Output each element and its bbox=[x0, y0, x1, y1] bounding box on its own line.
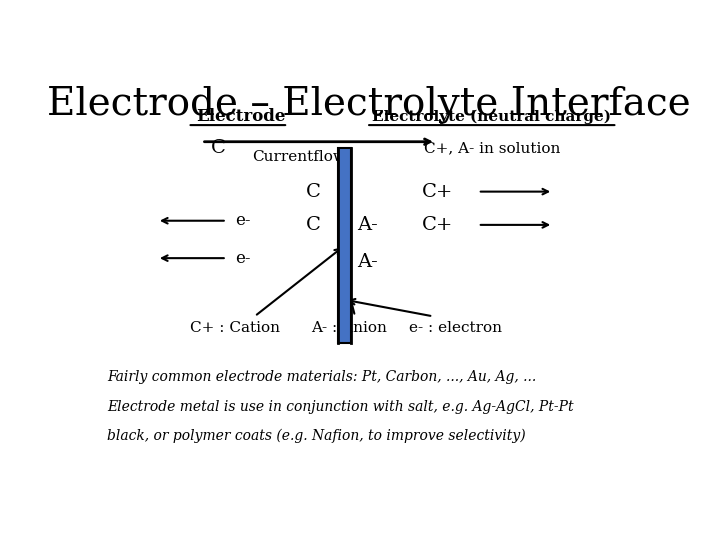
Text: C+: C+ bbox=[422, 216, 454, 234]
Text: A-: A- bbox=[356, 253, 377, 271]
Text: Fairly common electrode materials: Pt, Carbon, ..., Au, Ag, ...: Fairly common electrode materials: Pt, C… bbox=[107, 370, 536, 384]
Text: e-: e- bbox=[235, 249, 251, 267]
Text: A-: A- bbox=[356, 216, 377, 234]
Text: Currentflow: Currentflow bbox=[252, 150, 346, 164]
Text: C+: C+ bbox=[422, 183, 454, 201]
Text: black, or polymer coats (e.g. Nafion, to improve selectivity): black, or polymer coats (e.g. Nafion, to… bbox=[107, 429, 526, 443]
Text: Electrode – Electrolyte Interface: Electrode – Electrolyte Interface bbox=[47, 85, 691, 123]
Text: C: C bbox=[306, 216, 320, 234]
Text: C: C bbox=[211, 139, 226, 157]
Text: e-: e- bbox=[235, 212, 251, 229]
Text: Electrolyte (neutral charge): Electrolyte (neutral charge) bbox=[372, 110, 611, 124]
Text: C+, A- in solution: C+, A- in solution bbox=[423, 141, 560, 155]
Text: Electrode: Electrode bbox=[196, 109, 285, 125]
Text: e- : electron: e- : electron bbox=[409, 321, 502, 334]
Bar bbox=[338, 148, 351, 343]
Text: C+ : Cation: C+ : Cation bbox=[190, 321, 280, 334]
Text: Electrode metal is use in conjunction with salt, e.g. Ag-AgCl, Pt-Pt: Electrode metal is use in conjunction wi… bbox=[107, 400, 573, 414]
Text: C: C bbox=[306, 183, 320, 201]
Text: A- : Anion: A- : Anion bbox=[312, 321, 387, 334]
